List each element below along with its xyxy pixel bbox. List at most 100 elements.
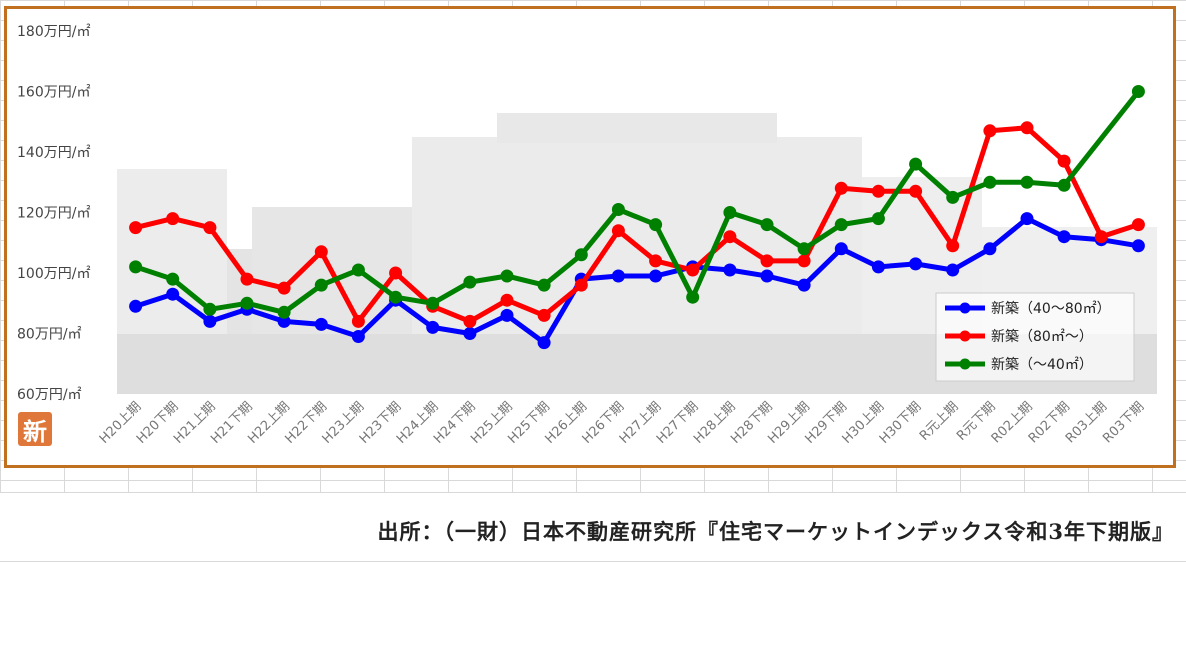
data-point: [277, 314, 291, 328]
data-point: [1057, 178, 1071, 192]
data-point: [129, 260, 143, 274]
data-point: [909, 257, 923, 271]
data-point: [314, 245, 328, 259]
y-tick-label: 160万円/㎡: [17, 85, 90, 101]
data-point: [277, 305, 291, 319]
series-layer: [129, 85, 1145, 350]
data-point: [351, 330, 365, 343]
data-point: [574, 278, 588, 292]
data-point: [797, 242, 811, 256]
data-point: [500, 269, 514, 283]
legend: 新築（40～80㎡） 新築（80㎡～） 新築（～40㎡）: [935, 292, 1135, 382]
data-point: [1020, 175, 1034, 189]
data-point: [834, 218, 848, 232]
data-point: [723, 206, 737, 219]
data-point: [909, 157, 923, 171]
legend-swatch-marker: [959, 302, 971, 314]
y-tick-label: 80万円/㎡: [17, 327, 82, 343]
data-point: [983, 242, 997, 256]
data-point: [834, 181, 848, 195]
data-point: [314, 278, 328, 292]
data-point: [166, 212, 180, 226]
blank-area: [0, 560, 1186, 648]
data-point: [314, 317, 328, 331]
data-point: [463, 314, 477, 328]
data-point: [351, 263, 365, 277]
data-point: [611, 224, 625, 238]
data-point: [871, 184, 885, 198]
data-point: [1020, 121, 1034, 135]
x-tick-label: R03下期: [1100, 399, 1147, 446]
data-point: [537, 278, 551, 292]
data-point: [463, 327, 477, 340]
y-tick-label: 180万円/㎡: [17, 24, 90, 40]
data-point: [871, 212, 885, 226]
data-point: [723, 230, 737, 244]
y-tick-label: 140万円/㎡: [17, 145, 90, 161]
data-point: [760, 269, 774, 283]
legend-swatch-marker: [959, 330, 971, 342]
data-point: [1131, 218, 1145, 232]
data-point: [203, 221, 217, 235]
data-point: [797, 254, 811, 268]
data-point: [426, 320, 440, 334]
data-point: [1057, 154, 1071, 168]
data-point: [240, 272, 254, 286]
data-point: [426, 296, 440, 310]
series-line: [134, 216, 1139, 346]
data-point: [129, 299, 143, 313]
legend-label: 新築（～40㎡）: [991, 357, 1093, 373]
line-chart: 60万円/㎡ 80万円/㎡ 100万円/㎡ 120万円/㎡ 140万円/㎡ 160万円/㎡…: [17, 24, 1157, 447]
y-axis: 60万円/㎡ 80万円/㎡ 100万円/㎡ 120万円/㎡ 140万円/㎡ 160万円/㎡…: [17, 24, 90, 403]
y-tick-label: 60万円/㎡: [17, 387, 82, 403]
data-point: [983, 124, 997, 138]
data-point: [166, 272, 180, 286]
data-point: [389, 266, 403, 280]
data-point: [686, 263, 700, 277]
data-point: [463, 275, 477, 289]
legend-items: 新築（40～80㎡） 新築（80㎡～） 新築（～40㎡）: [945, 301, 1111, 373]
data-point: [166, 287, 180, 301]
data-point: [760, 254, 774, 268]
data-point: [1094, 230, 1108, 244]
data-point: [240, 296, 254, 310]
legend-swatch-marker: [959, 358, 971, 370]
data-point: [649, 269, 663, 283]
data-point: [946, 263, 960, 277]
data-point: [537, 336, 551, 350]
data-point: [277, 281, 291, 295]
data-point: [909, 184, 923, 198]
data-point: [1131, 239, 1145, 253]
y-tick-label: 100万円/㎡: [17, 266, 90, 282]
data-point: [946, 190, 960, 204]
source-caption: 出所：（一財）日本不動産研究所『住宅マーケットインデックス令和3年下期版』: [377, 519, 1174, 544]
data-point: [1131, 85, 1145, 98]
data-point: [351, 314, 365, 328]
data-point: [203, 314, 217, 328]
data-point: [983, 175, 997, 189]
data-point: [129, 221, 143, 235]
data-point: [871, 260, 885, 274]
legend-label: 新築（40～80㎡）: [991, 301, 1111, 317]
x-tick-label: H30下期: [877, 399, 925, 447]
x-axis: H20上期H20下期H21上期H21下期H22上期H22下期H23上期H23下期…: [97, 399, 1147, 447]
data-point: [611, 203, 625, 216]
data-point: [797, 278, 811, 292]
data-point: [574, 248, 588, 262]
data-point: [649, 254, 663, 268]
y-tick-label: 120万円/㎡: [17, 206, 90, 222]
source-box: [0, 492, 1186, 562]
data-point: [203, 302, 217, 316]
new-badge-icon: 新: [18, 412, 52, 446]
data-point: [760, 218, 774, 232]
data-point: [649, 218, 663, 232]
data-point: [500, 308, 514, 322]
data-point: [723, 263, 737, 277]
data-point: [1020, 212, 1034, 226]
data-point: [500, 293, 514, 307]
chart-frame: 60万円/㎡ 80万円/㎡ 100万円/㎡ 120万円/㎡ 140万円/㎡ 160万円/㎡…: [4, 6, 1176, 468]
data-point: [834, 242, 848, 256]
data-point: [946, 239, 960, 253]
data-point: [686, 290, 700, 304]
data-point: [1057, 230, 1071, 244]
